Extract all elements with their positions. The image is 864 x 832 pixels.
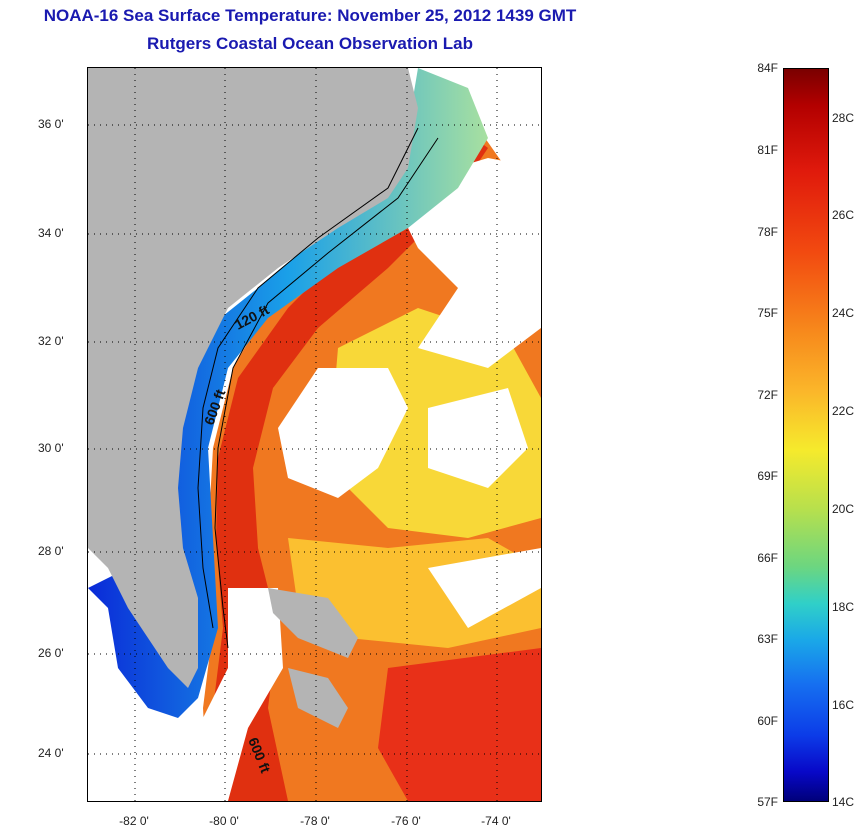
lat-label-28: 28 0' <box>38 544 64 558</box>
shelf-water <box>88 68 488 718</box>
lat-label-34: 34 0' <box>38 226 64 240</box>
land-southeast-us <box>88 68 418 688</box>
lon-label-76: -76 0' <box>391 814 421 828</box>
colorbar-c-22: 22C <box>832 404 855 418</box>
lat-label-36: 36 0' <box>38 117 64 131</box>
lon-label-74: -74 0' <box>481 814 511 828</box>
colorbar-f-78: 78F <box>757 225 778 239</box>
land-bahamas-2 <box>288 668 348 728</box>
map-title: NOAA-16 Sea Surface Temperature: Novembe… <box>43 6 577 25</box>
colorbar-f-84: 84F <box>757 61 778 75</box>
colorbar-f-72: 72F <box>757 388 778 402</box>
map-subtitle: Rutgers Coastal Ocean Observation Lab <box>147 34 473 53</box>
red-southeast <box>378 648 541 801</box>
sst-map-canvas: 120 ft 600 ft 600 ft <box>88 68 541 801</box>
lat-label-32: 32 0' <box>38 334 64 348</box>
lat-label-26: 26 0' <box>38 646 64 660</box>
lon-label-82: -82 0' <box>119 814 149 828</box>
lat-label-30: 30 0' <box>38 441 64 455</box>
colorbar-f-81: 81F <box>757 143 778 157</box>
cloud-4 <box>88 588 283 801</box>
sst-map[interactable]: 120 ft 600 ft 600 ft <box>87 67 542 802</box>
colorbar-f-75: 75F <box>757 306 778 320</box>
colorbar-c-16: 16C <box>832 698 855 712</box>
cloud-2 <box>278 368 408 498</box>
colorbar-c-28: 28C <box>832 111 855 125</box>
colorbar-f-57: 57F <box>757 795 778 809</box>
colorbar-c-20: 20C <box>832 502 855 516</box>
land-bahamas-1 <box>268 588 358 658</box>
colorbar-f-60: 60F <box>757 714 778 728</box>
contour-600ft <box>214 137 439 649</box>
colorbar-c-24: 24C <box>832 306 855 320</box>
contour-120ft <box>197 127 419 629</box>
colorbar-c-26: 26C <box>832 208 855 222</box>
colorbar-f-69: 69F <box>757 469 778 483</box>
lat-label-24: 24 0' <box>38 746 64 760</box>
colorbar-f-63: 63F <box>757 632 778 646</box>
lon-label-78: -78 0' <box>300 814 330 828</box>
temperature-colorbar <box>783 68 829 802</box>
colorbar-c-18: 18C <box>832 600 855 614</box>
lon-label-80: -80 0' <box>209 814 239 828</box>
colorbar-c-14: 14C <box>832 795 855 809</box>
cloud-3 <box>428 388 528 488</box>
lat-lon-grid <box>88 68 541 801</box>
cloud-5 <box>428 548 541 628</box>
colorbar-f-66: 66F <box>757 551 778 565</box>
